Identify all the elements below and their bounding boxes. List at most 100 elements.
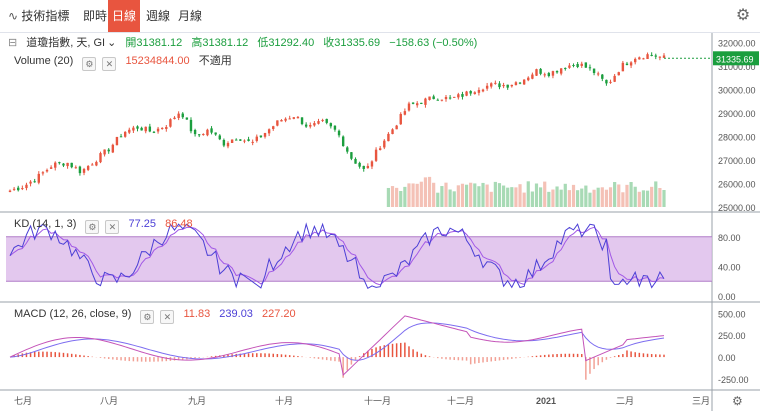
series-title[interactable]: 道瓊指數, 天, GI xyxy=(26,37,106,49)
candle-body xyxy=(485,85,489,89)
candle-body xyxy=(169,119,172,127)
candle-body xyxy=(576,64,579,67)
volume-bar xyxy=(399,190,403,207)
volume-bar xyxy=(493,181,497,207)
candle-body xyxy=(592,68,596,74)
candle-body xyxy=(54,162,57,168)
candle-body xyxy=(33,181,36,183)
candle-body xyxy=(543,74,546,76)
tab-realtime[interactable]: 即時 xyxy=(82,9,107,23)
candle-body xyxy=(609,81,612,83)
volume-bar xyxy=(650,186,654,207)
volume-bar xyxy=(386,187,391,207)
candle-body xyxy=(103,149,106,155)
candle-body xyxy=(588,67,592,69)
candle-body xyxy=(288,118,291,120)
candle-body xyxy=(461,94,464,97)
candle-body xyxy=(325,118,328,123)
settings-gear-icon[interactable]: ⚙ xyxy=(735,7,751,24)
candle-body xyxy=(193,129,197,135)
candle-body xyxy=(510,84,514,87)
close-icon[interactable]: ✕ xyxy=(160,310,175,324)
candle-body xyxy=(399,113,402,125)
axis-settings-gear-icon: ⚙ xyxy=(732,394,743,408)
candle-body xyxy=(596,73,600,75)
candle-body xyxy=(177,113,180,119)
candle-body xyxy=(165,127,168,130)
volume-bar xyxy=(390,186,395,207)
x-tick-label: 十一月 xyxy=(364,395,391,406)
candle-body xyxy=(78,166,82,174)
candle-body xyxy=(239,139,242,141)
volume-bar xyxy=(427,176,432,207)
collapse-icon[interactable]: ⊟ xyxy=(8,37,18,49)
macd-line xyxy=(9,315,665,376)
candle-body xyxy=(613,75,616,82)
candle-body xyxy=(235,139,238,141)
change-value: −158.63 (−0.50%) xyxy=(389,37,478,49)
candle-body xyxy=(41,172,45,174)
candle-body xyxy=(49,167,53,169)
low-value: 31292.40 xyxy=(268,37,315,49)
candle-body xyxy=(469,91,472,94)
last-price-label: 31335.69 xyxy=(716,54,754,64)
price-tick-label: 28000.00 xyxy=(718,133,756,143)
candle-body xyxy=(82,168,86,173)
macd-tick-label: 500.00 xyxy=(718,309,746,319)
volume-bar xyxy=(415,183,419,207)
volume-bar xyxy=(625,184,629,207)
volume-bar xyxy=(432,182,436,207)
candle-body xyxy=(387,133,390,142)
volume-bar xyxy=(407,183,411,207)
candle-body xyxy=(383,140,386,148)
volume-note: 不適用 xyxy=(198,55,232,67)
candle-body xyxy=(251,141,254,143)
tab-monthly[interactable]: 月線 xyxy=(178,9,203,23)
candle-body xyxy=(173,117,176,120)
volume-bar xyxy=(526,181,530,207)
candle-body xyxy=(115,136,119,146)
macd-tick-label: 0.00 xyxy=(718,353,736,363)
candle-body xyxy=(226,142,230,147)
volume-bar xyxy=(584,185,588,207)
candle-body xyxy=(206,129,209,136)
settings-icon[interactable]: ⚙ xyxy=(140,310,155,324)
tab-daily[interactable]: 日線 xyxy=(108,0,140,32)
tab-weekly[interactable]: 週線 xyxy=(146,9,171,23)
volume-bar xyxy=(395,187,399,207)
close-icon[interactable]: ✕ xyxy=(102,57,117,71)
candle-body xyxy=(222,139,226,146)
volume-bar xyxy=(419,181,423,207)
settings-icon[interactable]: ⚙ xyxy=(82,57,97,71)
x-tick-label: 二月 xyxy=(616,396,634,406)
candle-body xyxy=(243,140,246,142)
candle-body xyxy=(555,71,559,73)
candle-body xyxy=(518,82,522,84)
candle-body xyxy=(309,125,312,127)
candle-body xyxy=(62,163,65,166)
candle-body xyxy=(218,135,221,140)
candle-body xyxy=(514,82,518,86)
series-dropdown-icon[interactable]: ⌄ xyxy=(107,37,117,49)
candle-body xyxy=(584,62,588,68)
indicators-button[interactable]: ∿ 技術指標 xyxy=(8,0,74,32)
candle-body xyxy=(17,187,20,191)
candle-body xyxy=(605,79,608,84)
volume-bar xyxy=(645,190,650,207)
candle-body xyxy=(210,128,213,133)
volume-bar xyxy=(567,190,571,207)
candle-body xyxy=(572,65,575,67)
candle-body xyxy=(296,116,300,119)
volume-bar xyxy=(555,186,559,207)
candle-body xyxy=(74,167,78,169)
candle-body xyxy=(621,62,625,72)
close-icon[interactable]: ✕ xyxy=(105,220,120,234)
candle-body xyxy=(391,129,394,135)
kd-d-value: 86.48 xyxy=(165,218,193,230)
candle-body xyxy=(214,132,217,135)
settings-icon[interactable]: ⚙ xyxy=(85,220,100,234)
candle-body xyxy=(259,135,263,138)
candle-body xyxy=(502,84,505,87)
volume-bar xyxy=(452,191,456,207)
x-tick-label: 三月 xyxy=(692,396,710,406)
